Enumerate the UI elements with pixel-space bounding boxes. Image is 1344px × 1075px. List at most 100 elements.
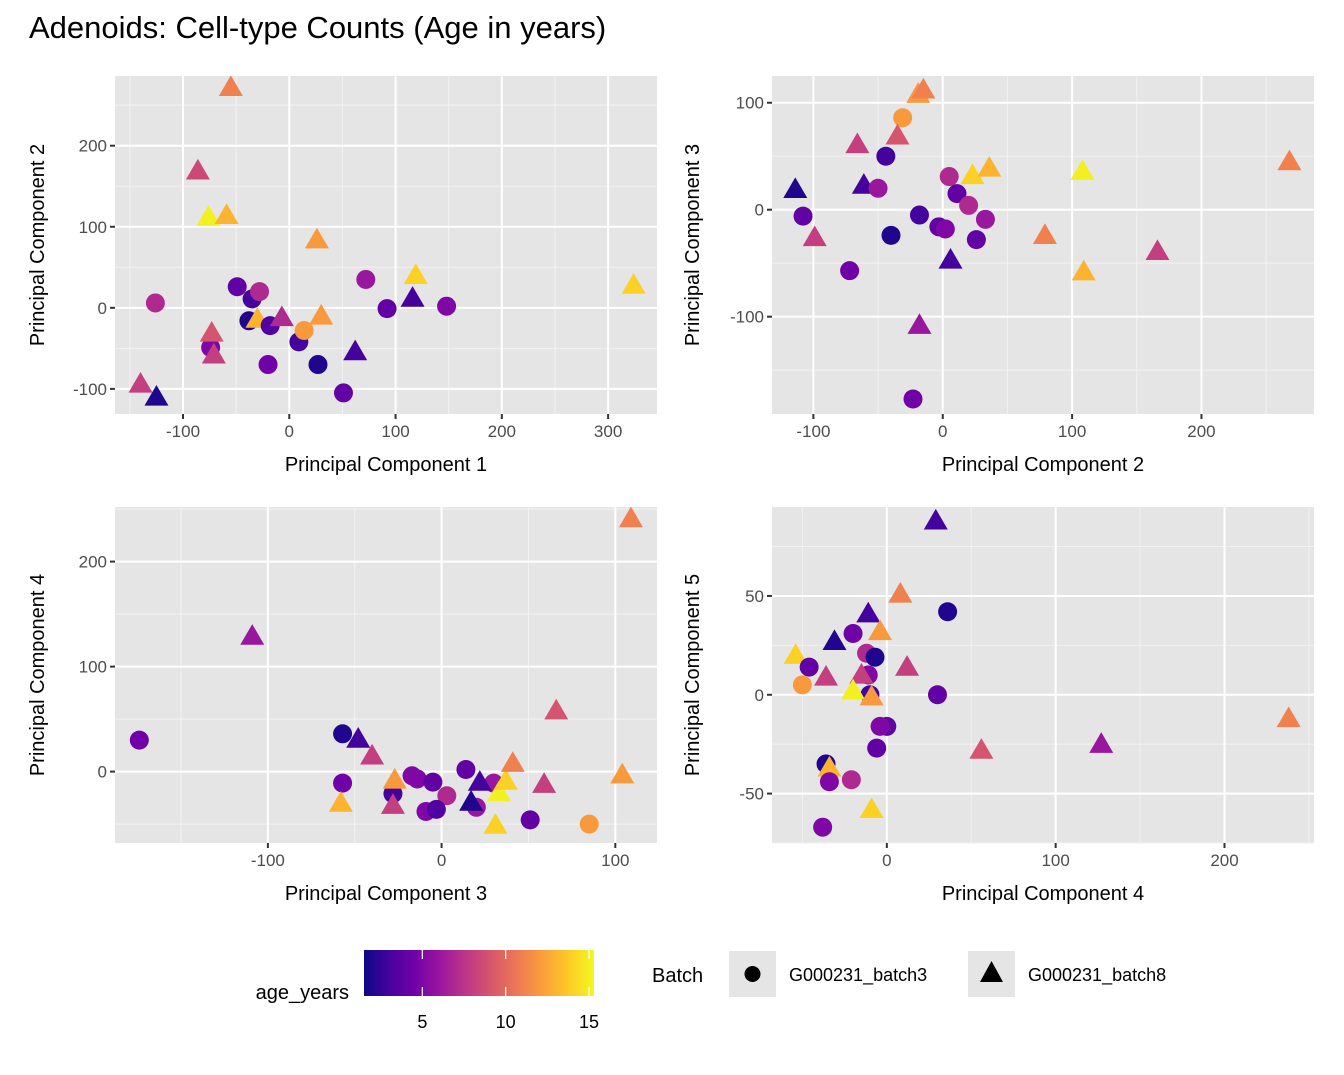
- color-legend: age_years 5 10 15: [256, 950, 599, 1032]
- y-tick-label: 0: [98, 763, 107, 782]
- data-point-circle: [258, 355, 278, 375]
- y-tick-label: -100: [73, 380, 107, 399]
- y-tick-label: -100: [730, 308, 764, 327]
- data-point-circle: [377, 299, 397, 319]
- triangle-icon: [980, 961, 1003, 982]
- data-point-triangle: [403, 263, 428, 285]
- data-point-triangle: [859, 797, 884, 819]
- data-point-triangle: [856, 601, 881, 623]
- data-point-triangle: [400, 286, 425, 307]
- x-tick-label: 0: [882, 851, 891, 870]
- data-point-circle: [841, 770, 861, 790]
- y-axis-title: Principal Component 4: [27, 574, 49, 776]
- data-point-circle: [579, 814, 599, 834]
- panel-pc2-pc3: -100 0 100 200 -100 0 100 Principal Component 2…: [682, 76, 1314, 476]
- x-tick-label: -100: [251, 851, 285, 870]
- circle-icon: [744, 966, 761, 982]
- data-point-circle: [876, 146, 896, 166]
- colorbar-tick-label: 10: [496, 1012, 516, 1032]
- x-tick-label: 100: [1041, 851, 1069, 870]
- data-point-circle: [966, 230, 986, 250]
- y-tick-label: -50: [739, 785, 764, 804]
- x-tick-label: 200: [1187, 422, 1215, 441]
- data-point-circle: [939, 167, 959, 187]
- x-tick-label: 0: [938, 422, 947, 441]
- data-point-triangle: [459, 790, 484, 811]
- data-point-triangle: [486, 780, 511, 802]
- data-point-triangle: [218, 76, 243, 96]
- data-point-triangle: [196, 205, 221, 226]
- y-axis-title: Principal Component 3: [682, 144, 704, 346]
- data-point-triangle: [783, 643, 808, 664]
- data-point-triangle: [814, 664, 839, 686]
- data-point-circle: [250, 282, 270, 302]
- data-point-circle: [792, 675, 812, 695]
- x-tick-label: 200: [1210, 851, 1238, 870]
- y-tick-label: 100: [736, 94, 764, 113]
- data-point-triangle: [214, 203, 239, 225]
- data-point-circle: [333, 773, 353, 793]
- data-point-triangle: [907, 313, 932, 334]
- data-point-triangle: [304, 227, 329, 249]
- data-point-circle: [893, 108, 913, 128]
- y-axis-title: Principal Component 5: [682, 574, 704, 776]
- data-point-triangle: [849, 663, 874, 684]
- data-point-triangle: [500, 751, 525, 772]
- x-tick-label: -100: [796, 422, 830, 441]
- data-point-triangle: [1071, 259, 1096, 281]
- data-point-triangle: [544, 698, 569, 720]
- data-point-triangle: [802, 225, 827, 247]
- data-point-triangle: [1032, 223, 1057, 245]
- y-tick-label: 0: [98, 299, 107, 318]
- data-point-triangle: [822, 629, 847, 651]
- data-point-triangle: [467, 770, 492, 791]
- points-layer: [783, 77, 1302, 409]
- data-point-circle: [129, 730, 149, 750]
- x-tick-label: 0: [437, 851, 446, 870]
- data-point-circle: [437, 296, 457, 316]
- data-point-triangle: [346, 727, 371, 748]
- data-point-circle: [520, 810, 540, 830]
- data-point-triangle: [845, 132, 870, 154]
- data-point-circle: [145, 293, 165, 313]
- data-point-triangle: [1276, 706, 1301, 728]
- data-point-circle: [935, 219, 955, 239]
- data-point-circle: [799, 657, 819, 677]
- legend-label-batch3: G000231_batch3: [789, 965, 927, 986]
- data-point-circle: [426, 799, 446, 819]
- data-point-triangle: [309, 303, 334, 325]
- data-point-triangle: [610, 762, 635, 784]
- colorbar: [364, 950, 594, 996]
- data-point-triangle: [783, 177, 808, 199]
- data-point-circle: [947, 184, 967, 204]
- data-point-triangle: [328, 791, 353, 812]
- data-point-circle: [865, 647, 885, 667]
- data-point-triangle: [911, 77, 936, 99]
- data-point-triangle: [621, 273, 646, 294]
- data-point-circle: [870, 716, 890, 736]
- data-point-circle: [356, 269, 376, 289]
- data-point-triangle: [895, 655, 920, 676]
- shape-legend: Batch G000231_batch3 G000231_batch8: [652, 951, 1166, 997]
- data-point-triangle: [969, 738, 994, 759]
- data-point-triangle: [380, 793, 405, 814]
- data-point-triangle: [199, 320, 224, 342]
- points-layer: [783, 508, 1301, 837]
- y-tick-label: 100: [79, 658, 107, 677]
- data-point-triangle: [923, 508, 948, 530]
- y-tick-label: 100: [79, 218, 107, 237]
- panel-pc4-pc5: 0 100 200 -50 0 50 Principal Component 4 Princi…: [682, 507, 1314, 905]
- data-point-circle: [840, 261, 860, 281]
- data-point-circle: [959, 195, 979, 215]
- data-point-circle: [294, 321, 314, 341]
- data-point-circle: [938, 602, 958, 622]
- x-axis-title: Principal Component 3: [285, 883, 487, 905]
- data-point-triangle: [868, 619, 893, 641]
- data-point-triangle: [841, 678, 866, 700]
- x-tick-label: 100: [1058, 422, 1086, 441]
- data-point-triangle: [618, 507, 643, 528]
- data-point-triangle: [885, 123, 910, 145]
- data-point-circle: [868, 178, 888, 198]
- x-tick-label: 200: [488, 422, 516, 441]
- data-point-circle: [975, 209, 995, 229]
